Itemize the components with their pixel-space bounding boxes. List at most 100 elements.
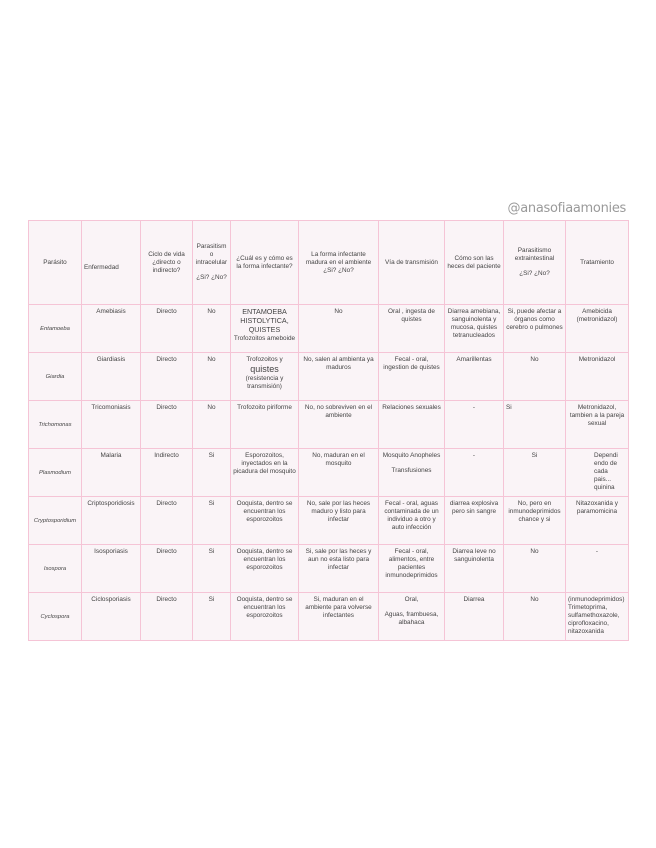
- cell-parasito: Giardia: [28, 352, 82, 401]
- cell-madura: No, maduran en el mosquito: [298, 448, 379, 497]
- cell-madura: Si, maduran en el ambiente para volverse…: [298, 592, 379, 641]
- cell-intracelular: Si: [192, 544, 231, 593]
- header-extra-question: ¿Si? ¿No?: [519, 270, 550, 277]
- cell-via: Mosquito Anopheles Transfusiones: [378, 448, 445, 497]
- cell-parasito: Cyclospora: [28, 592, 82, 641]
- cell-extraintestinal: No: [503, 544, 566, 593]
- cell-intracelular: No: [192, 304, 231, 353]
- cell-ciclo: Directo: [140, 544, 193, 593]
- cell-text: Aguas, frambuesa, albahaca: [384, 611, 439, 626]
- cell-heces: -: [444, 448, 504, 497]
- cell-text: (resistencia y transmisión): [245, 375, 284, 390]
- table-row: Cyclospora Ciclosporiasis Directo Si Ooquist…: [28, 592, 629, 641]
- cell-madura: No, salen al ambienta ya maduros: [298, 352, 379, 401]
- cell-tratamiento: Metronidazol, tambien a la pareja sexual: [565, 400, 629, 449]
- cell-enfermedad: Ciclosporiasis: [81, 592, 141, 641]
- cell-text: Trofozoitos ameboide: [233, 335, 296, 342]
- cell-madura: No, sale por las heces maduro y listo pa…: [298, 496, 379, 545]
- cell-text: Trofozoitos y: [246, 356, 283, 363]
- cell-ciclo: Indirecto: [140, 448, 193, 497]
- cell-forma: Ooquista, dentro se encuentran los espor…: [230, 496, 299, 545]
- cell-text: Esporozoitos, inyectados en la picadura …: [233, 452, 296, 475]
- cell-enfermedad: Isosporiasis: [81, 544, 141, 593]
- cell-via: Oral , ingesta de quistes: [378, 304, 445, 353]
- cell-text: Transfusiones: [391, 467, 432, 474]
- cell-tratamiento: -: [565, 544, 629, 593]
- cell-forma: Ooquista, dentro se encuentran los espor…: [230, 592, 299, 641]
- cell-forma: Trofozoito piriforme: [230, 400, 299, 449]
- cell-extraintestinal: Si: [503, 448, 566, 497]
- cell-forma: ENTAMOEBA HISTOLYTICA, QUISTES Trofozoito…: [230, 304, 299, 353]
- cell-extraintestinal: Si: [503, 400, 566, 449]
- cell-enfermedad: Amebiasis: [81, 304, 141, 353]
- cell-intracelular: Si: [192, 496, 231, 545]
- cell-enfermedad: Tricomoniasis: [81, 400, 141, 449]
- cell-parasito: Entamoeba: [28, 304, 82, 353]
- table-row: Isospora Isosporiasis Directo Si Ooquista, d…: [28, 544, 629, 593]
- header-row: Parásito Enfermedad Ciclo de vida ¿direc…: [28, 220, 629, 305]
- header-tratamiento: Tratamiento: [565, 220, 629, 305]
- cell-text: Relaciones sexuales: [382, 404, 441, 411]
- cell-text: Fecal - oral, alimentos, entre pacientes…: [385, 548, 438, 579]
- cell-via: Fecal - oral, aguas contaminada de un in…: [378, 496, 445, 545]
- cell-tratamiento: Dependiendo de cada pais... quinina: [565, 448, 629, 497]
- table-row: Entamoeba Amebiasis Directo No ENTAMOEBA HIS…: [28, 304, 629, 353]
- cell-intracelular: No: [192, 400, 231, 449]
- cell-ciclo: Directo: [140, 592, 193, 641]
- cell-madura: No, no sobreviven en el ambiente: [298, 400, 379, 449]
- header-madura: La forma infectante madura en el ambient…: [298, 220, 379, 305]
- table-row: Cryptosporidium Criptosporidiosis Directo S…: [28, 496, 629, 545]
- cell-tratamiento: (inmunodeprimidos) Trimetoprima, sulfame…: [565, 592, 629, 641]
- cell-tratamiento: Metronidazol: [565, 352, 629, 401]
- header-forma: ¿Cuál es y cómo es la forma infectante?: [230, 220, 299, 305]
- cell-heces: Diarrea leve no sanguinolenta: [444, 544, 504, 593]
- cell-forma: Ooquista, dentro se encuentran los espor…: [230, 544, 299, 593]
- cell-text: Ooquista, dentro se encuentran los espor…: [236, 500, 293, 523]
- table-row: Trichomonas Tricomoniasis Directo No Trofozo…: [28, 400, 629, 449]
- cell-via: Relaciones sexuales: [378, 400, 445, 449]
- cell-enfermedad: Giardiasis: [81, 352, 141, 401]
- cell-extraintestinal: No, pero en inmunodeprimidos chance y si: [503, 496, 566, 545]
- header-via: Vía de transmisión: [378, 220, 445, 305]
- header-parasito: Parásito: [28, 220, 82, 305]
- cell-intracelular: Si: [192, 448, 231, 497]
- cell-text: Ooquista, dentro se encuentran los espor…: [236, 548, 293, 571]
- cell-forma: Esporozoitos, inyectados en la picadura …: [230, 448, 299, 497]
- table-row: Plasmodium Malaria Indirecto Si Esporozoitos…: [28, 448, 629, 497]
- header-extra-label: Parasitismo extraintestinal: [514, 247, 555, 262]
- parasite-table: Parásito Enfermedad Ciclo de vida ¿direc…: [28, 220, 629, 641]
- cell-forma: Trofozoitos y quistes (resistencia y trans…: [230, 352, 299, 401]
- cell-intracelular: Si: [192, 592, 231, 641]
- header-ciclo: Ciclo de vida ¿directo o indirecto?: [140, 220, 193, 305]
- cell-intracelular: No: [192, 352, 231, 401]
- cell-text: quistes: [250, 364, 279, 374]
- cell-heces: Diarrea amebiana, sanguinolenta y mucosa…: [444, 304, 504, 353]
- cell-madura: Si, sale por las heces y aun no esta lis…: [298, 544, 379, 593]
- cell-parasito: Plasmodium: [28, 448, 82, 497]
- cell-heces: Amarillentas: [444, 352, 504, 401]
- cell-ciclo: Directo: [140, 400, 193, 449]
- cell-parasito: Trichomonas: [28, 400, 82, 449]
- cell-ciclo: Directo: [140, 352, 193, 401]
- cell-tratamiento: Nitazoxanida y paramomicina: [565, 496, 629, 545]
- cell-parasito: Isospora: [28, 544, 82, 593]
- cell-tratamiento: Amebicida (metronidazol): [565, 304, 629, 353]
- cell-text: Oral,: [404, 596, 419, 603]
- cell-via: Fecal - oral, alimentos, entre pacientes…: [378, 544, 445, 593]
- cell-via: Oral, Aguas, frambuesa, albahaca: [378, 592, 445, 641]
- header-intra-label: Parasitism o intracelular: [195, 243, 228, 266]
- cell-text: Fecal - oral, aguas contaminada de un in…: [384, 500, 439, 531]
- header-enfermedad: Enfermedad: [81, 220, 141, 305]
- cell-via: Fecal - oral, ingestion de quistes: [378, 352, 445, 401]
- cell-parasito: Cryptosporidium: [28, 496, 82, 545]
- cell-extraintestinal: Si, puede afectar a órganos como cerebro…: [503, 304, 566, 353]
- cell-extraintestinal: No: [503, 592, 566, 641]
- cell-heces: diarrea explosiva pero sin sangre: [444, 496, 504, 545]
- cell-text: Fecal - oral, ingestion de quistes: [383, 356, 440, 371]
- cell-madura: No: [298, 304, 379, 353]
- cell-heces: Diarrea: [444, 592, 504, 641]
- header-extraintestinal: Parasitismo extraintestinal ¿Si? ¿No?: [503, 220, 566, 305]
- cell-extraintestinal: No: [503, 352, 566, 401]
- cell-text: ENTAMOEBA HISTOLYTICA, QUISTES: [240, 307, 289, 334]
